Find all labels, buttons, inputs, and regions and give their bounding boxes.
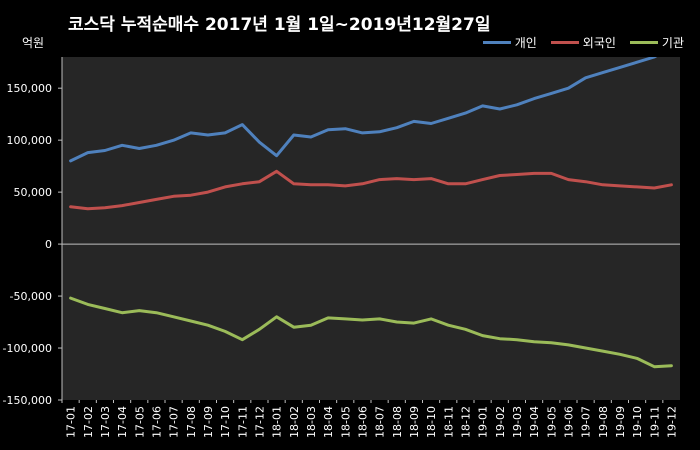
series-line-institution — [69, 296, 673, 369]
y-tick-label: -100,000 — [3, 342, 52, 355]
legend-label-foreign: 외국인 — [582, 36, 616, 50]
x-tick-label: 19-08 — [597, 406, 610, 438]
y-tick-label: -150,000 — [3, 394, 52, 407]
x-tick-label: 19-12 — [665, 406, 678, 438]
x-tick-label: 17-05 — [133, 406, 146, 438]
y-tick-label: 0 — [45, 238, 52, 251]
legend-label-individual: 개인 — [514, 36, 537, 50]
x-tick-label: 19-07 — [580, 406, 593, 438]
legend-label-institution: 기관 — [661, 36, 684, 50]
y-axis-unit-label: 억원 — [22, 36, 45, 50]
x-tick-label: 18-06 — [356, 406, 369, 438]
x-tick-label: 17-04 — [116, 406, 129, 438]
x-tick-label: 18-11 — [442, 406, 455, 438]
x-tick-label: 18-03 — [305, 406, 318, 438]
y-tick-label: 150,000 — [7, 82, 53, 95]
x-tick-label: 17-02 — [82, 406, 95, 438]
legend-item-individual: 개인 — [482, 34, 537, 51]
chart-legend: 개인 외국인 기관 — [482, 34, 684, 51]
legend-swatch-institution — [629, 41, 658, 44]
legend-item-institution: 기관 — [629, 34, 684, 51]
x-tick-label: 19-06 — [562, 406, 575, 438]
x-tick-label: 17-12 — [253, 406, 266, 438]
x-tick-label: 18-04 — [322, 406, 335, 438]
x-tick-label: 19-09 — [614, 406, 627, 438]
series-line-foreign — [69, 169, 673, 211]
y-tick-label: 100,000 — [7, 134, 53, 147]
x-tick-label: 18-01 — [271, 406, 284, 438]
x-tick-label: 18-12 — [459, 406, 472, 438]
x-tick-label: 19-10 — [631, 406, 644, 438]
x-tick-label: 19-11 — [648, 406, 661, 438]
legend-swatch-individual — [482, 41, 511, 44]
x-tick-label: 17-06 — [150, 406, 163, 438]
series-line-individual — [69, 57, 658, 163]
plot-area — [62, 57, 680, 400]
x-tick-label: 18-10 — [425, 406, 438, 438]
chart-title: 코스닥 누적순매수 2017년 1월 1일~2019년12월27일 — [68, 15, 491, 35]
x-tick-label: 18-05 — [339, 406, 352, 438]
x-tick-label: 17-08 — [185, 406, 198, 438]
x-tick-label: 19-04 — [528, 406, 541, 438]
x-tick-label: 18-07 — [374, 406, 387, 438]
x-tick-label: 17-11 — [236, 406, 249, 438]
x-tick-label: 17-07 — [168, 406, 181, 438]
x-tick-label: 19-03 — [511, 406, 524, 438]
x-tick-label: 17-09 — [202, 406, 215, 438]
x-tick-label: 17-10 — [219, 406, 232, 438]
x-tick-label: 19-02 — [494, 406, 507, 438]
x-tick-label: 18-09 — [408, 406, 421, 438]
x-tick-label: 17-01 — [65, 406, 78, 438]
x-tick-label: 19-05 — [545, 406, 558, 438]
x-tick-label: 18-08 — [391, 406, 404, 438]
legend-swatch-foreign — [550, 41, 579, 44]
x-tick-label: 17-03 — [99, 406, 112, 438]
y-tick-label: 50,000 — [14, 186, 53, 199]
y-tick-label: -50,000 — [10, 290, 52, 303]
x-tick-label: 19-01 — [477, 406, 490, 438]
legend-item-foreign: 외국인 — [550, 34, 616, 51]
x-tick-label: 18-02 — [288, 406, 301, 438]
